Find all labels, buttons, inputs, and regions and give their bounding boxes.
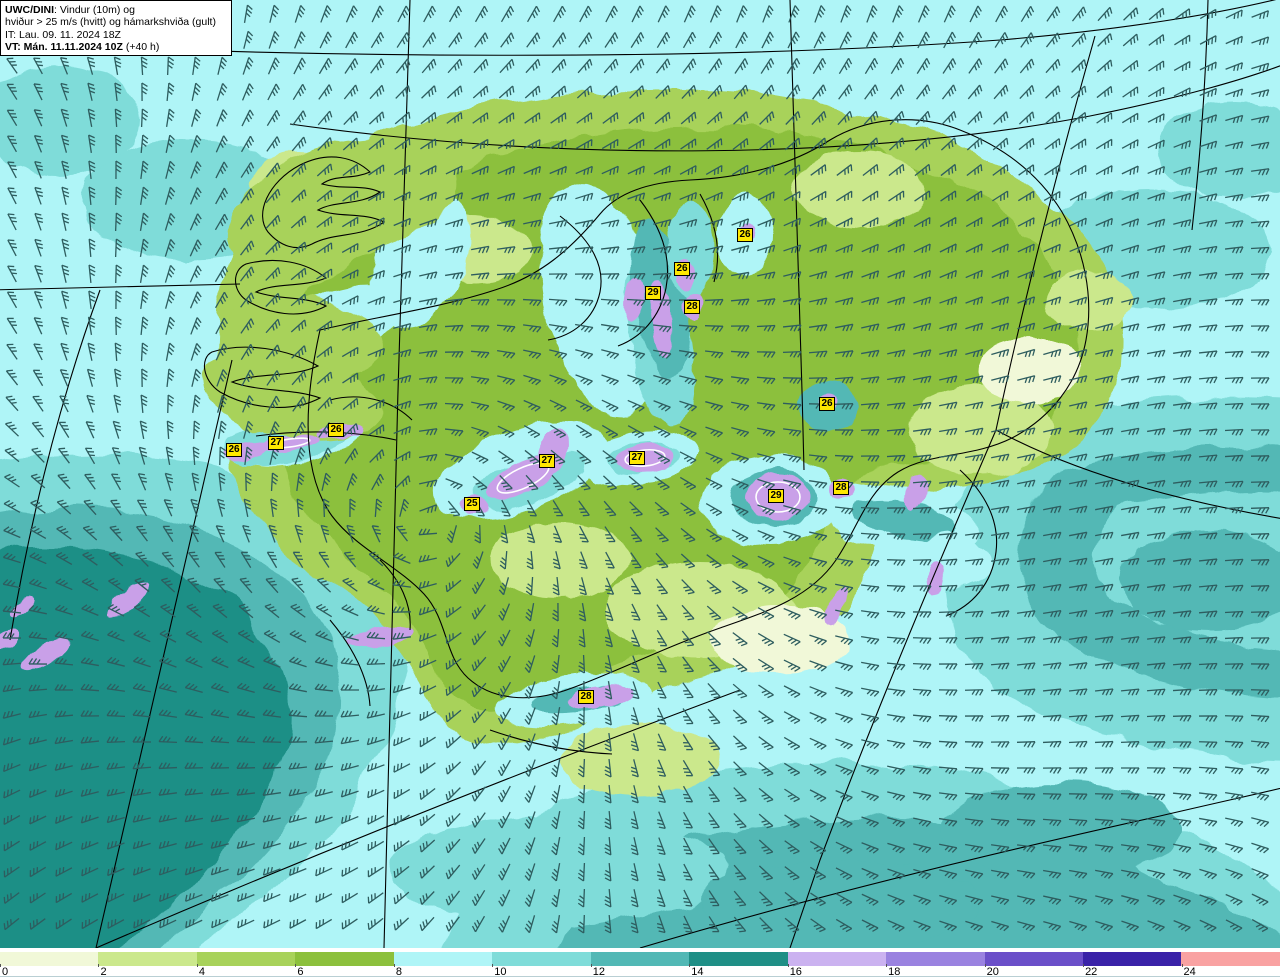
colorbar-swatches [0,952,1280,966]
colorbar-tick-8: 8 [395,966,402,978]
wind-band-ocean-southwest [0,453,406,948]
colorbar-band-20 [984,952,1083,966]
gust-max-label: 27 [539,454,555,468]
title-line-1: UWC/DINI: Vindur (10m) og [5,4,227,16]
colorbar-tickmark [787,964,789,967]
colorbar-tickmark [492,964,494,967]
gust-max-label: 28 [578,690,594,704]
colorbar-tickmark [98,964,100,967]
gust-max-label: 29 [645,286,661,300]
colorbar-tick-0: 0 [2,966,9,978]
colorbar-tickmark [689,964,691,967]
gust-max-label: 28 [833,481,849,495]
colorbar-tick-20: 20 [986,966,999,978]
colorbar-tickmark [886,964,888,967]
colorbar-band-0 [0,952,99,966]
title-line-2: hviður > 25 m/s (hvitt) og hámarkshviða … [5,16,216,29]
colorbar-band-24 [1181,952,1280,966]
colorbar-band-8 [393,952,493,966]
colorbar-tickmark [196,964,198,967]
colorbar-tick-labels: 0 2 4 6 8 10 12 14 16 18 20 22 24 [0,964,1280,978]
colorbar-tick-22: 22 [1085,966,1098,978]
init-time-line: IT: Lau. 09. 11. 2024 18Z [5,28,121,41]
map-canvas [0,0,1280,948]
wind-patches-ocean [0,65,1280,948]
gust-max-label: 25 [464,497,480,511]
colorbar-legend: 0 2 4 6 8 10 12 14 16 18 20 22 24 [0,948,1280,978]
colorbar-band-2 [98,952,197,966]
colorbar-tickmark [0,964,1,967]
colorbar-tickmark [393,964,395,967]
colorbar-tick-2: 2 [100,966,107,978]
gust-max-label: 27 [268,436,284,450]
colorbar-band-12 [590,952,690,966]
colorbar-tick-10: 10 [494,966,507,978]
colorbar-tickmark [1083,964,1085,967]
colorbar-tick-18: 18 [888,966,901,978]
colorbar-tick-24: 24 [1183,966,1196,978]
colorbar-tick-12: 12 [592,966,606,978]
title-line-1-rest: : Vindur (10m) og [54,4,135,16]
colorbar-tickmark [590,964,592,967]
colorbar-band-14 [689,952,788,966]
colorbar-band-6 [295,952,394,966]
gust-max-label: 28 [684,300,700,314]
colorbar-band-10 [492,952,591,966]
colorbar-tick-14: 14 [691,966,704,978]
gust-max-label: 26 [674,262,690,276]
colorbar-band-18 [886,952,985,966]
colorbar-band-22 [1082,952,1182,966]
colorbar-tickmark [295,964,297,967]
colorbar-tickmark [1181,964,1183,967]
colorbar-tick-16: 16 [789,966,802,978]
wind-forecast-map[interactable]: 26 26 29 28 26 26 27 26 27 27 25 29 28 28 UWC/DINI: V… [0,0,1280,948]
colorbar-baseline [0,976,1280,977]
colorbar-tickmark [984,964,986,967]
gust-max-label: 26 [226,443,242,457]
gust-max-label: 29 [768,489,784,503]
colorbar-tick-6: 6 [297,966,304,978]
colorbar-tick-4: 4 [198,966,206,978]
colorbar-band-16 [787,952,887,966]
gust-max-label: 26 [737,228,753,242]
valid-time: VT: Mán. 11.11.2024 10Z [5,41,123,54]
model-name: UWC/DINI [5,4,54,16]
title-line-4: VT: Mán. 11.11.2024 10Z (+40 h) [5,41,227,53]
graticule [0,0,1280,948]
gust-max-label: 27 [629,451,645,465]
map-title-box: UWC/DINI: Vindur (10m) og hviður > 25 m/… [0,0,232,56]
gust-max-label: 26 [328,423,344,437]
colorbar-band-4 [196,952,296,966]
gust-max-label: 26 [819,397,835,411]
lead-time: (+40 h) [122,41,160,54]
